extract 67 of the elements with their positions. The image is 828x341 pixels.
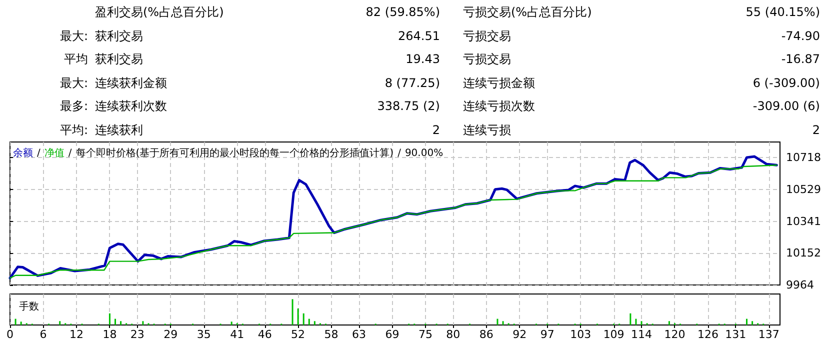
text: 55 (40.15%) (746, 4, 820, 20)
text: 连续亏损次数 (463, 98, 535, 114)
x-tick-label: 52 (291, 328, 306, 341)
text: 净值 (44, 148, 64, 159)
text: 亏损交易 (463, 28, 511, 44)
annotation: / (68, 148, 72, 159)
text: 最大: (60, 74, 88, 91)
y-tick-label: 10529 (786, 183, 821, 196)
x-tick-label: 97 (540, 328, 554, 341)
x-tick-label: 120 (664, 328, 686, 341)
text: 82 (59.85%) (366, 4, 440, 20)
x-tick-label: 18 (102, 328, 117, 341)
text: -74.90 (781, 28, 820, 44)
x-tick-label: 109 (603, 328, 624, 341)
x-tick-label: 92 (512, 328, 527, 341)
text: 盈利交易(%占总百分比) (95, 4, 224, 20)
text: 最大: (60, 28, 88, 44)
y-tick-label: 10718 (786, 151, 821, 164)
x-tick-label: 58 (324, 328, 338, 341)
y-tick-label: 10152 (786, 246, 821, 260)
text: 8 (77.25) (384, 74, 440, 91)
annotation: / (37, 148, 40, 159)
text: 2 (812, 122, 820, 138)
annotation: 90.00% (404, 148, 444, 159)
text: 亏损交易 (463, 51, 511, 68)
text: 连续获利 (95, 122, 143, 138)
text: 获利交易 (95, 28, 143, 44)
chart-title: 手数 (19, 300, 39, 312)
text: 余额 (13, 148, 33, 159)
text: 最多: (60, 98, 88, 114)
x-tick-label: 114 (631, 328, 652, 341)
x-tick-label: 131 (725, 328, 746, 341)
x-tick-label: 103 (570, 328, 592, 341)
x-tick-label: 137 (758, 328, 780, 341)
text: 6 (-309.00) (752, 74, 820, 91)
x-tick-label: 46 (258, 328, 272, 341)
text: 264.51 (398, 28, 440, 44)
x-tick-label: 0 (6, 328, 14, 341)
x-tick-label: 12 (69, 328, 84, 341)
annotation: / (398, 148, 401, 159)
text: 连续亏损金额 (463, 74, 535, 91)
text: 连续亏损 (463, 122, 511, 138)
text: 平均: (60, 122, 88, 138)
x-tick-label: 69 (385, 328, 400, 341)
x-tick-label: 86 (479, 328, 494, 341)
text: 亏损交易(%占总百分比) (463, 4, 592, 20)
x-tick-label: 41 (230, 328, 244, 341)
x-tick-label: 23 (130, 328, 144, 341)
text: 获利交易 (95, 51, 143, 68)
text: -309.00 (6) (752, 98, 820, 114)
text: 19.43 (406, 51, 440, 68)
x-tick-label: 63 (352, 328, 366, 341)
x-tick-label: 80 (446, 328, 460, 341)
text: 连续获利金额 (95, 74, 167, 91)
text: 平均 (64, 51, 88, 68)
x-tick-label: 126 (697, 328, 718, 341)
y-tick-label: 10341 (786, 214, 821, 228)
annotation: 每个即时价格(基于所有可利用的最小时段的每一个价格的分形插值计算) (76, 148, 394, 159)
x-tick-label: 6 (40, 328, 47, 341)
x-tick-label: 75 (418, 328, 432, 341)
text: 338.75 (2) (377, 98, 440, 114)
text: 连续获利次数 (95, 98, 167, 114)
x-tick-label: 35 (196, 328, 211, 341)
x-tick-label: 29 (164, 328, 178, 341)
text: -16.87 (781, 51, 820, 68)
y-tick-label: 9964 (786, 278, 814, 292)
text: 2 (432, 122, 440, 138)
